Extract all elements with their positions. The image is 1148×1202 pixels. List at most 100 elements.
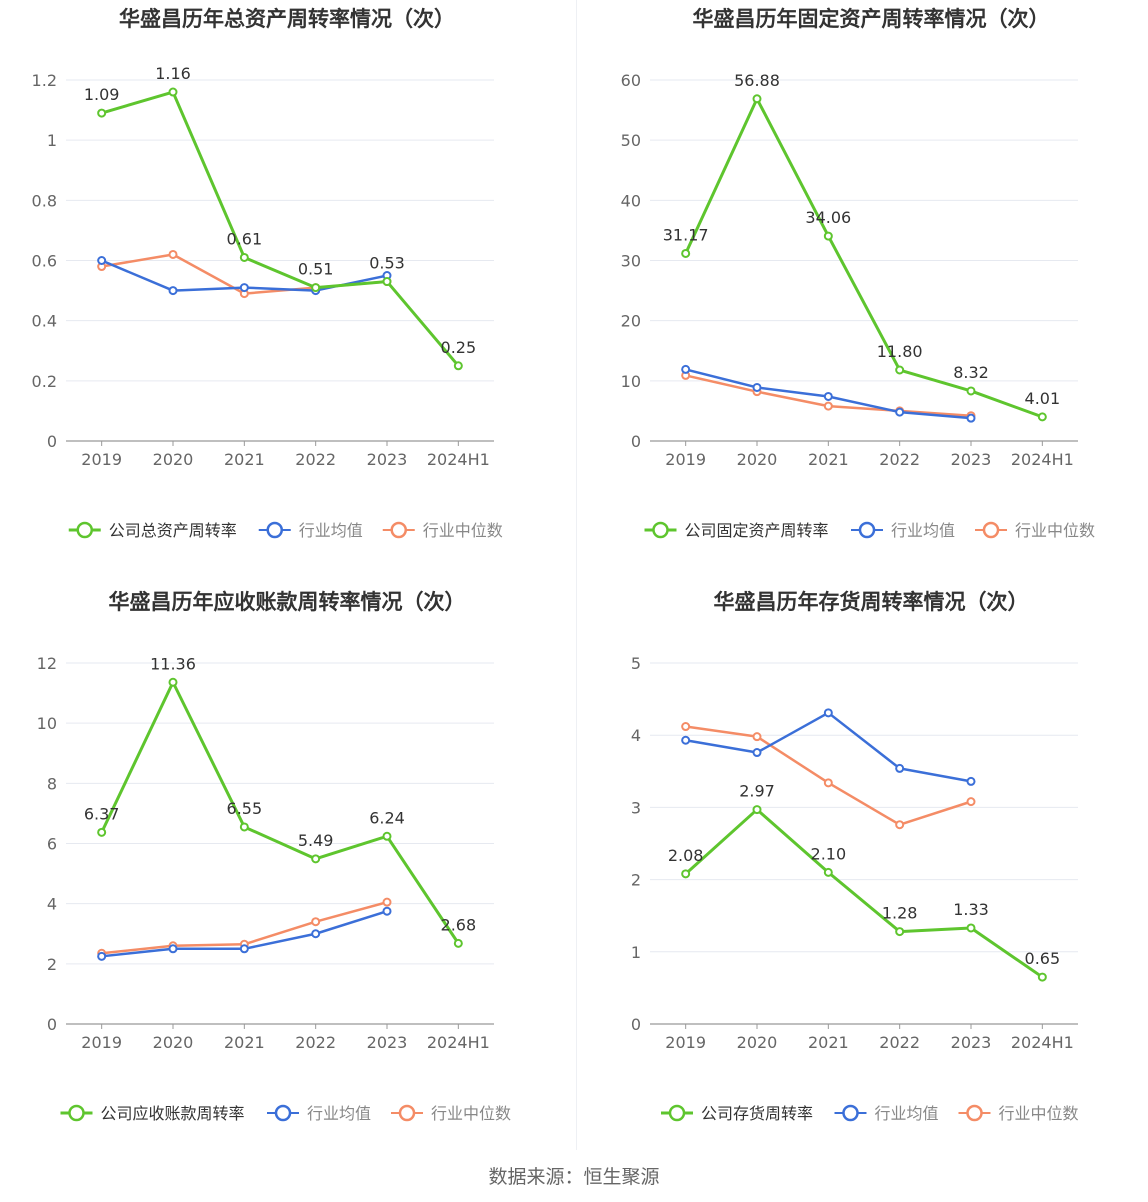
x-tick-label: 2023 — [951, 1033, 992, 1052]
data-point-avg — [681, 735, 691, 745]
y-tick-label: 6 — [47, 835, 57, 854]
data-label: 0.25 — [441, 338, 477, 357]
x-tick-label: 2021 — [808, 450, 849, 469]
data-point-company — [239, 822, 249, 832]
data-label: 2.10 — [811, 844, 847, 863]
data-point-median — [895, 820, 905, 830]
data-point-company — [168, 87, 178, 97]
y-tick-label: 2 — [631, 871, 641, 890]
chart-panel-inventory: 华盛昌历年存货周转率情况（次） 0 1 2 3 4 5 2019 2020 2021 2022 202… — [584, 583, 1148, 1163]
legend-marker-company — [652, 521, 669, 539]
data-point-company — [681, 869, 691, 879]
series-line-median — [685, 725, 972, 826]
y-tick-label: 0 — [47, 1015, 57, 1034]
chart-panel-fixed-assets: 华盛昌历年固定资产周转率情况（次） 0 10 20 30 40 50 60 2019 2020 20… — [584, 0, 1148, 580]
y-tick-label: 0.2 — [32, 372, 57, 391]
receivables-turnover-chart: 华盛昌历年应收账款周转率情况（次） 0 2 4 6 8 10 12 2019 2020 2021 20… — [37, 590, 511, 1123]
chart-title: 华盛昌历年固定资产周转率情况（次） — [693, 7, 1050, 31]
series-line-company — [684, 97, 1043, 419]
data-point-avg — [966, 776, 976, 786]
y-tick-label: 2 — [47, 955, 57, 974]
data-label: 31.17 — [663, 225, 709, 244]
data-point-median — [752, 732, 762, 742]
legend-label-avg: 行业均值 — [891, 521, 955, 540]
chart-panel-total-assets: 华盛昌历年总资产周转率情况（次） 0 0.2 0.4 0.6 0.8 1 1.2 2019 202… — [0, 0, 574, 580]
data-label: 6.37 — [84, 804, 120, 823]
data-label: 1.28 — [882, 904, 918, 923]
data-label: 2.08 — [668, 846, 704, 865]
data-label: 1.09 — [84, 85, 120, 104]
legend-label-company: 公司应收账款周转率 — [101, 1104, 245, 1123]
x-tick-label: 2024H1 — [427, 1033, 490, 1052]
x-tick-label: 2019 — [81, 450, 122, 469]
legend-label-company: 公司存货周转率 — [701, 1104, 813, 1123]
data-source-footer: 数据来源：恒生聚源 — [488, 1166, 660, 1188]
data-point-median — [681, 722, 691, 732]
chart-title: 华盛昌历年应收账款周转率情况（次） — [109, 590, 466, 614]
data-label: 1.33 — [953, 900, 989, 919]
data-point-median — [382, 897, 392, 907]
x-tick-label: 2024H1 — [1011, 1033, 1074, 1052]
legend-marker-company — [68, 1104, 85, 1122]
data-label: 2.68 — [441, 915, 477, 934]
data-point-avg — [681, 364, 691, 374]
data-label: 0.51 — [298, 260, 334, 279]
x-tick-label: 2023 — [367, 1033, 408, 1052]
legend-marker-company — [668, 1104, 686, 1122]
data-label: 6.55 — [227, 799, 263, 818]
data-point-median — [168, 249, 178, 259]
legend-marker-avg — [266, 521, 283, 539]
legend-label-company: 公司固定资产周转率 — [685, 521, 829, 540]
data-point-avg — [311, 929, 321, 939]
legend-marker-company — [76, 521, 93, 539]
data-point-avg — [823, 391, 833, 401]
data-point-company — [823, 867, 833, 877]
y-tick-label: 8 — [47, 774, 57, 793]
y-tick-label: 40 — [621, 191, 641, 210]
data-point-avg — [168, 944, 178, 954]
x-tick-label: 2020 — [737, 1033, 778, 1052]
series-line-avg — [685, 711, 972, 783]
data-point-company — [311, 854, 321, 864]
x-tick-label: 2022 — [879, 1033, 920, 1052]
x-tick-label: 2022 — [295, 1033, 336, 1052]
data-point-company — [681, 248, 691, 258]
x-tick-label: 2020 — [153, 450, 194, 469]
data-point-avg — [382, 906, 392, 916]
x-tick-label: 2024H1 — [1011, 450, 1074, 469]
data-point-avg — [752, 748, 762, 758]
y-tick-label: 12 — [37, 654, 57, 673]
data-label: 34.06 — [805, 208, 851, 227]
legend-marker-avg — [274, 1104, 292, 1122]
data-point-company — [752, 94, 762, 104]
legend-label-median: 行业中位数 — [423, 521, 503, 540]
data-point-avg — [97, 951, 107, 961]
data-point-avg — [895, 407, 905, 417]
y-tick-label: 0 — [631, 432, 641, 451]
legend-marker-avg — [842, 1104, 859, 1122]
inventory-turnover-chart: 华盛昌历年存货周转率情况（次） 0 1 2 3 4 5 2019 2020 2021 2022 202… — [631, 590, 1079, 1123]
x-tick-label: 2023 — [951, 450, 992, 469]
x-tick-label: 2021 — [224, 450, 265, 469]
y-tick-label: 4 — [631, 726, 641, 745]
legend-label-avg: 行业均值 — [875, 1104, 939, 1123]
data-label: 56.88 — [734, 71, 780, 90]
data-point-company — [239, 252, 249, 262]
data-point-avg — [239, 283, 249, 293]
legend-label-median: 行业中位数 — [1015, 521, 1095, 540]
data-point-company — [895, 927, 905, 937]
x-tick-label: 2020 — [153, 1033, 194, 1052]
x-tick-label: 2021 — [808, 1033, 849, 1052]
y-tick-label: 50 — [621, 131, 641, 150]
data-label: 0.53 — [369, 254, 405, 273]
data-point-company — [895, 365, 905, 375]
data-point-median — [966, 797, 976, 807]
data-label: 2.97 — [739, 782, 775, 801]
y-tick-label: 0.6 — [32, 252, 57, 271]
total-assets-turnover-chart: 华盛昌历年总资产周转率情况（次） 0 0.2 0.4 0.6 0.8 1 1.2 2019 202… — [32, 7, 503, 540]
series-line-company — [684, 808, 1044, 979]
y-tick-label: 1.2 — [32, 71, 57, 90]
data-point-company — [453, 938, 463, 948]
y-tick-label: 30 — [621, 252, 641, 271]
x-tick-label: 2019 — [665, 450, 706, 469]
